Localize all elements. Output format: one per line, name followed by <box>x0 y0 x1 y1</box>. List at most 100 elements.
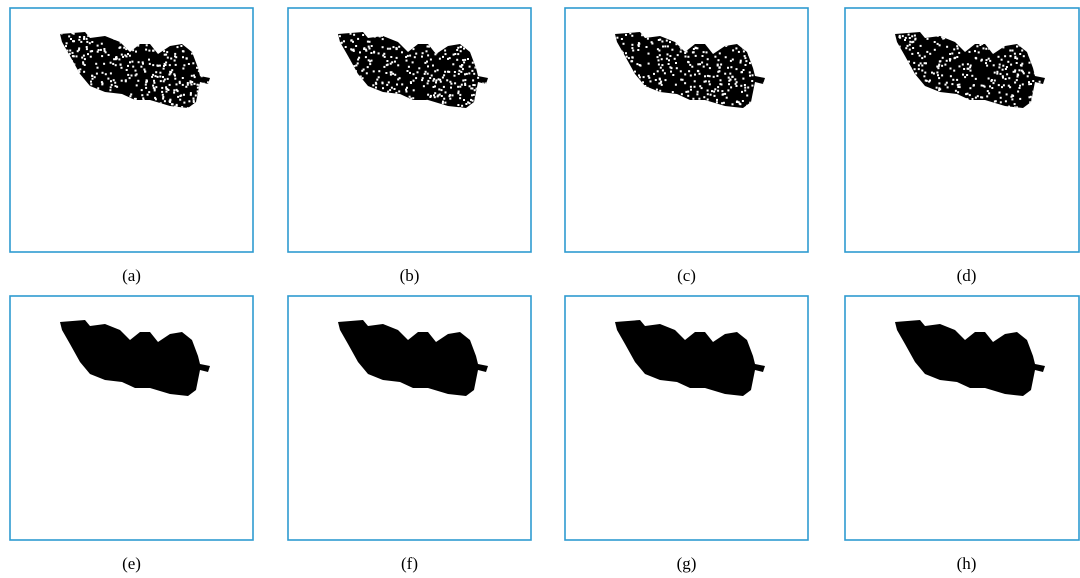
noise-pixel <box>464 73 466 75</box>
noise-pixel <box>446 79 448 81</box>
noise-pixel <box>931 72 933 74</box>
noise-pixel <box>439 94 441 96</box>
noise-pixel <box>721 90 723 92</box>
noise-pixel <box>81 57 83 59</box>
noise-pixel <box>720 64 722 66</box>
noise-pixel <box>664 45 666 47</box>
noise-pixel <box>112 63 114 65</box>
noise-pixel <box>167 57 169 59</box>
noise-pixel <box>751 85 753 87</box>
noise-pixel <box>182 77 184 79</box>
noise-pixel <box>382 87 384 89</box>
noise-pixel <box>741 91 743 93</box>
noise-pixel <box>711 90 713 92</box>
noise-pixel <box>719 52 721 54</box>
noise-pixel <box>412 97 414 99</box>
noise-pixel <box>661 58 663 60</box>
noise-pixel <box>996 71 998 73</box>
noise-pixel <box>681 93 683 95</box>
panel-frame <box>845 296 1079 540</box>
noise-pixel <box>166 51 168 53</box>
noise-pixel <box>1016 46 1018 48</box>
noise-pixel <box>454 75 456 77</box>
noise-pixel <box>83 36 85 38</box>
noise-pixel <box>145 87 147 89</box>
noise-pixel <box>959 65 961 67</box>
noise-pixel <box>933 73 935 75</box>
noise-pixel <box>717 86 719 88</box>
noise-pixel <box>434 96 436 98</box>
noise-pixel <box>937 43 939 45</box>
noise-pixel <box>127 74 129 76</box>
noise-pixel <box>1021 50 1023 52</box>
noise-pixel <box>462 80 464 82</box>
noise-pixel <box>441 89 443 91</box>
noise-pixel <box>110 62 112 64</box>
noise-pixel <box>656 89 658 91</box>
noise-pixel <box>191 84 193 86</box>
noise-pixel <box>957 48 959 50</box>
noise-pixel <box>911 53 913 55</box>
noise-pixel <box>165 64 167 66</box>
noise-pixel <box>921 57 923 59</box>
noise-pixel <box>963 68 965 70</box>
noise-pixel <box>975 78 977 80</box>
noise-pixel <box>718 67 720 69</box>
noise-pixel <box>626 56 628 58</box>
noise-pixel <box>967 63 969 65</box>
noise-pixel <box>373 51 375 53</box>
noise-pixel <box>1001 86 1003 88</box>
noise-pixel <box>966 74 968 76</box>
noise-pixel <box>165 88 167 90</box>
noise-pixel <box>994 80 996 82</box>
noise-pixel <box>648 53 650 55</box>
noise-pixel <box>671 49 673 51</box>
noise-pixel <box>662 69 664 71</box>
noise-pixel <box>121 54 123 56</box>
noise-pixel <box>427 80 429 82</box>
noise-pixel <box>724 93 726 95</box>
noise-pixel <box>664 72 666 74</box>
panel <box>10 296 253 540</box>
noise-pixel <box>463 61 465 63</box>
noise-pixel <box>461 105 463 107</box>
noise-pixel <box>151 76 153 78</box>
noise-pixel <box>382 38 384 40</box>
panel-label: (a) <box>122 266 141 285</box>
noise-pixel <box>632 57 634 59</box>
noise-pixel <box>78 39 80 41</box>
noise-pixel <box>742 78 744 80</box>
noise-pixel <box>72 55 74 57</box>
noise-pixel <box>464 84 466 86</box>
noise-pixel <box>189 82 191 84</box>
noise-pixel <box>421 56 423 58</box>
noise-pixel <box>1019 53 1021 55</box>
noise-pixel <box>409 55 411 57</box>
noise-pixel <box>152 85 154 87</box>
noise-pixel <box>452 63 454 65</box>
noise-pixel <box>1014 53 1016 55</box>
noise-pixel <box>367 66 369 68</box>
noise-pixel <box>414 56 416 58</box>
noise-pixel <box>100 49 102 51</box>
noise-pixel <box>174 78 176 80</box>
noise-pixel <box>90 81 92 83</box>
noise-pixel <box>1030 83 1032 85</box>
noise-pixel <box>165 54 167 56</box>
noise-pixel <box>110 86 112 88</box>
noise-pixel <box>1011 98 1013 100</box>
noise-pixel <box>434 92 436 94</box>
noise-pixel <box>666 40 668 42</box>
noise-pixel <box>173 92 175 94</box>
noise-pixel <box>985 62 987 64</box>
noise-pixel <box>929 53 931 55</box>
noise-pixel <box>468 72 470 74</box>
noise-pixel <box>745 60 747 62</box>
noise-pixel <box>668 63 670 65</box>
noise-pixel <box>694 86 696 88</box>
noise-pixel <box>97 45 99 47</box>
noise-pixel <box>695 55 697 57</box>
noise-pixel <box>147 94 149 96</box>
noise-pixel <box>951 53 953 55</box>
noise-pixel <box>752 74 754 76</box>
